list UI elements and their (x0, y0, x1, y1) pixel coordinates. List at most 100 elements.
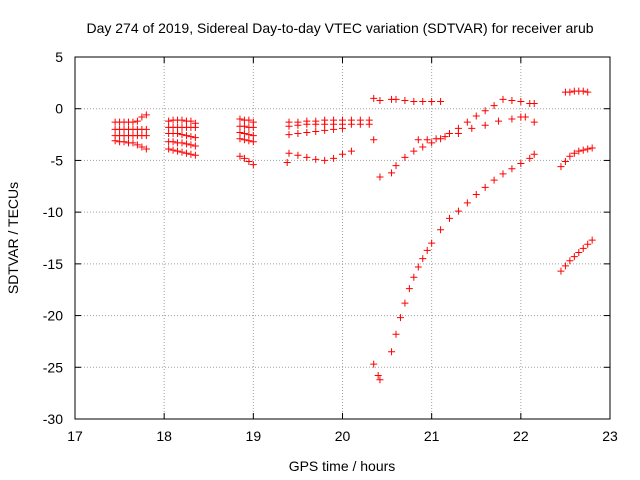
data-point (588, 144, 596, 152)
data-point (499, 170, 507, 178)
series-s12 (236, 129, 257, 140)
axis-ticks (74, 56, 611, 420)
grid (75, 57, 610, 419)
data-point (245, 157, 253, 165)
data-point (347, 116, 355, 124)
data-point (129, 139, 137, 147)
data-point (187, 117, 195, 125)
data-point (423, 136, 431, 144)
data-point (388, 169, 396, 177)
x-tick-label: 17 (67, 428, 83, 444)
data-point (240, 154, 248, 162)
series-s18 (285, 147, 355, 164)
data-point (419, 97, 427, 105)
series-s5 (165, 116, 199, 127)
data-point (133, 141, 141, 149)
data-point (517, 160, 525, 168)
data-point (312, 117, 320, 125)
x-axis-label: GPS time / hours (289, 458, 396, 474)
data-point (138, 143, 146, 151)
data-point (432, 135, 440, 143)
x-tick-labels: 17 18 19 20 21 22 23 (67, 428, 618, 444)
data-point (138, 113, 146, 121)
data-point (419, 255, 427, 263)
data-point (178, 116, 186, 124)
data-point (557, 163, 565, 171)
data-point (530, 150, 538, 158)
data-point (410, 147, 418, 155)
data-point (446, 214, 453, 222)
data-point (410, 97, 418, 105)
data-point (508, 96, 516, 104)
data-point (182, 140, 190, 148)
data-point (169, 146, 177, 154)
series-s1 (111, 111, 150, 126)
data-point (339, 116, 346, 124)
data-point (530, 118, 538, 126)
series-s17 (285, 124, 346, 139)
data-point (245, 137, 253, 145)
data-point (321, 156, 329, 164)
data-point (561, 262, 569, 270)
data-point (330, 154, 338, 162)
data-point (410, 273, 418, 281)
data-point (249, 123, 257, 131)
data-point (508, 115, 516, 123)
data-point (174, 130, 182, 138)
data-point (376, 173, 384, 181)
series-s4 (111, 137, 150, 153)
data-point (428, 97, 436, 105)
data-point (285, 149, 293, 157)
data-point (236, 129, 244, 137)
data-point (566, 88, 574, 96)
data-point (517, 97, 525, 105)
y-tick-label: 5 (55, 49, 63, 65)
data-point (191, 151, 199, 159)
data-point (441, 133, 449, 141)
data-point (490, 176, 498, 184)
chart-title: Day 274 of 2019, Sidereal Day-to-day VTE… (86, 20, 593, 36)
data-point (142, 125, 150, 133)
data-point (142, 111, 150, 119)
data-point (526, 154, 534, 162)
data-point (249, 161, 257, 169)
series-s21 (388, 95, 445, 105)
data-marks (111, 87, 596, 384)
data-point (187, 150, 195, 158)
data-point (303, 153, 311, 161)
data-point (437, 226, 445, 234)
y-tick-labels: 5 0 -5 -10 -15 -20 -25 -30 (43, 49, 63, 427)
data-point (245, 131, 253, 139)
data-point (401, 96, 409, 104)
data-point (508, 165, 516, 173)
data-point (339, 150, 346, 158)
data-point (330, 116, 338, 124)
data-point (285, 118, 293, 126)
data-point (584, 88, 592, 96)
data-point (472, 191, 480, 199)
data-point (388, 348, 396, 356)
data-point (169, 138, 177, 146)
data-point (392, 162, 400, 170)
series-s20 (370, 94, 384, 384)
data-point (530, 100, 538, 108)
data-point (414, 263, 422, 271)
data-point (584, 145, 592, 153)
data-point (321, 116, 329, 124)
series-s24 (388, 150, 538, 356)
data-point (178, 139, 186, 147)
data-point (392, 95, 400, 103)
data-point (490, 102, 498, 110)
data-point (376, 376, 384, 384)
data-point (374, 372, 382, 380)
data-point (312, 155, 320, 163)
data-point (521, 113, 529, 121)
data-point (405, 285, 413, 293)
data-point (579, 146, 587, 154)
data-point (570, 149, 578, 157)
data-point (303, 129, 311, 137)
data-point (575, 248, 583, 256)
data-point (396, 314, 404, 322)
x-tick-label: 21 (424, 428, 440, 444)
data-point (584, 240, 592, 248)
